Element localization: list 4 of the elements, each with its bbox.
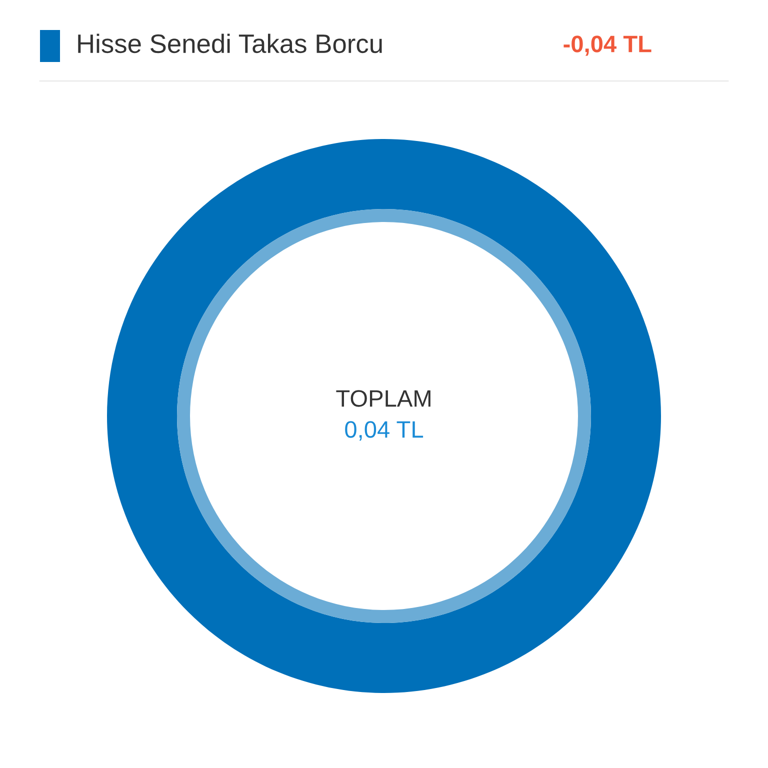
legend-label: Hisse Senedi Takas Borcu — [78, 34, 382, 54]
text: -0,04 TL — [564, 36, 652, 56]
text: TOPLAM — [336, 390, 430, 407]
text: 0,04 TL — [345, 421, 424, 441]
